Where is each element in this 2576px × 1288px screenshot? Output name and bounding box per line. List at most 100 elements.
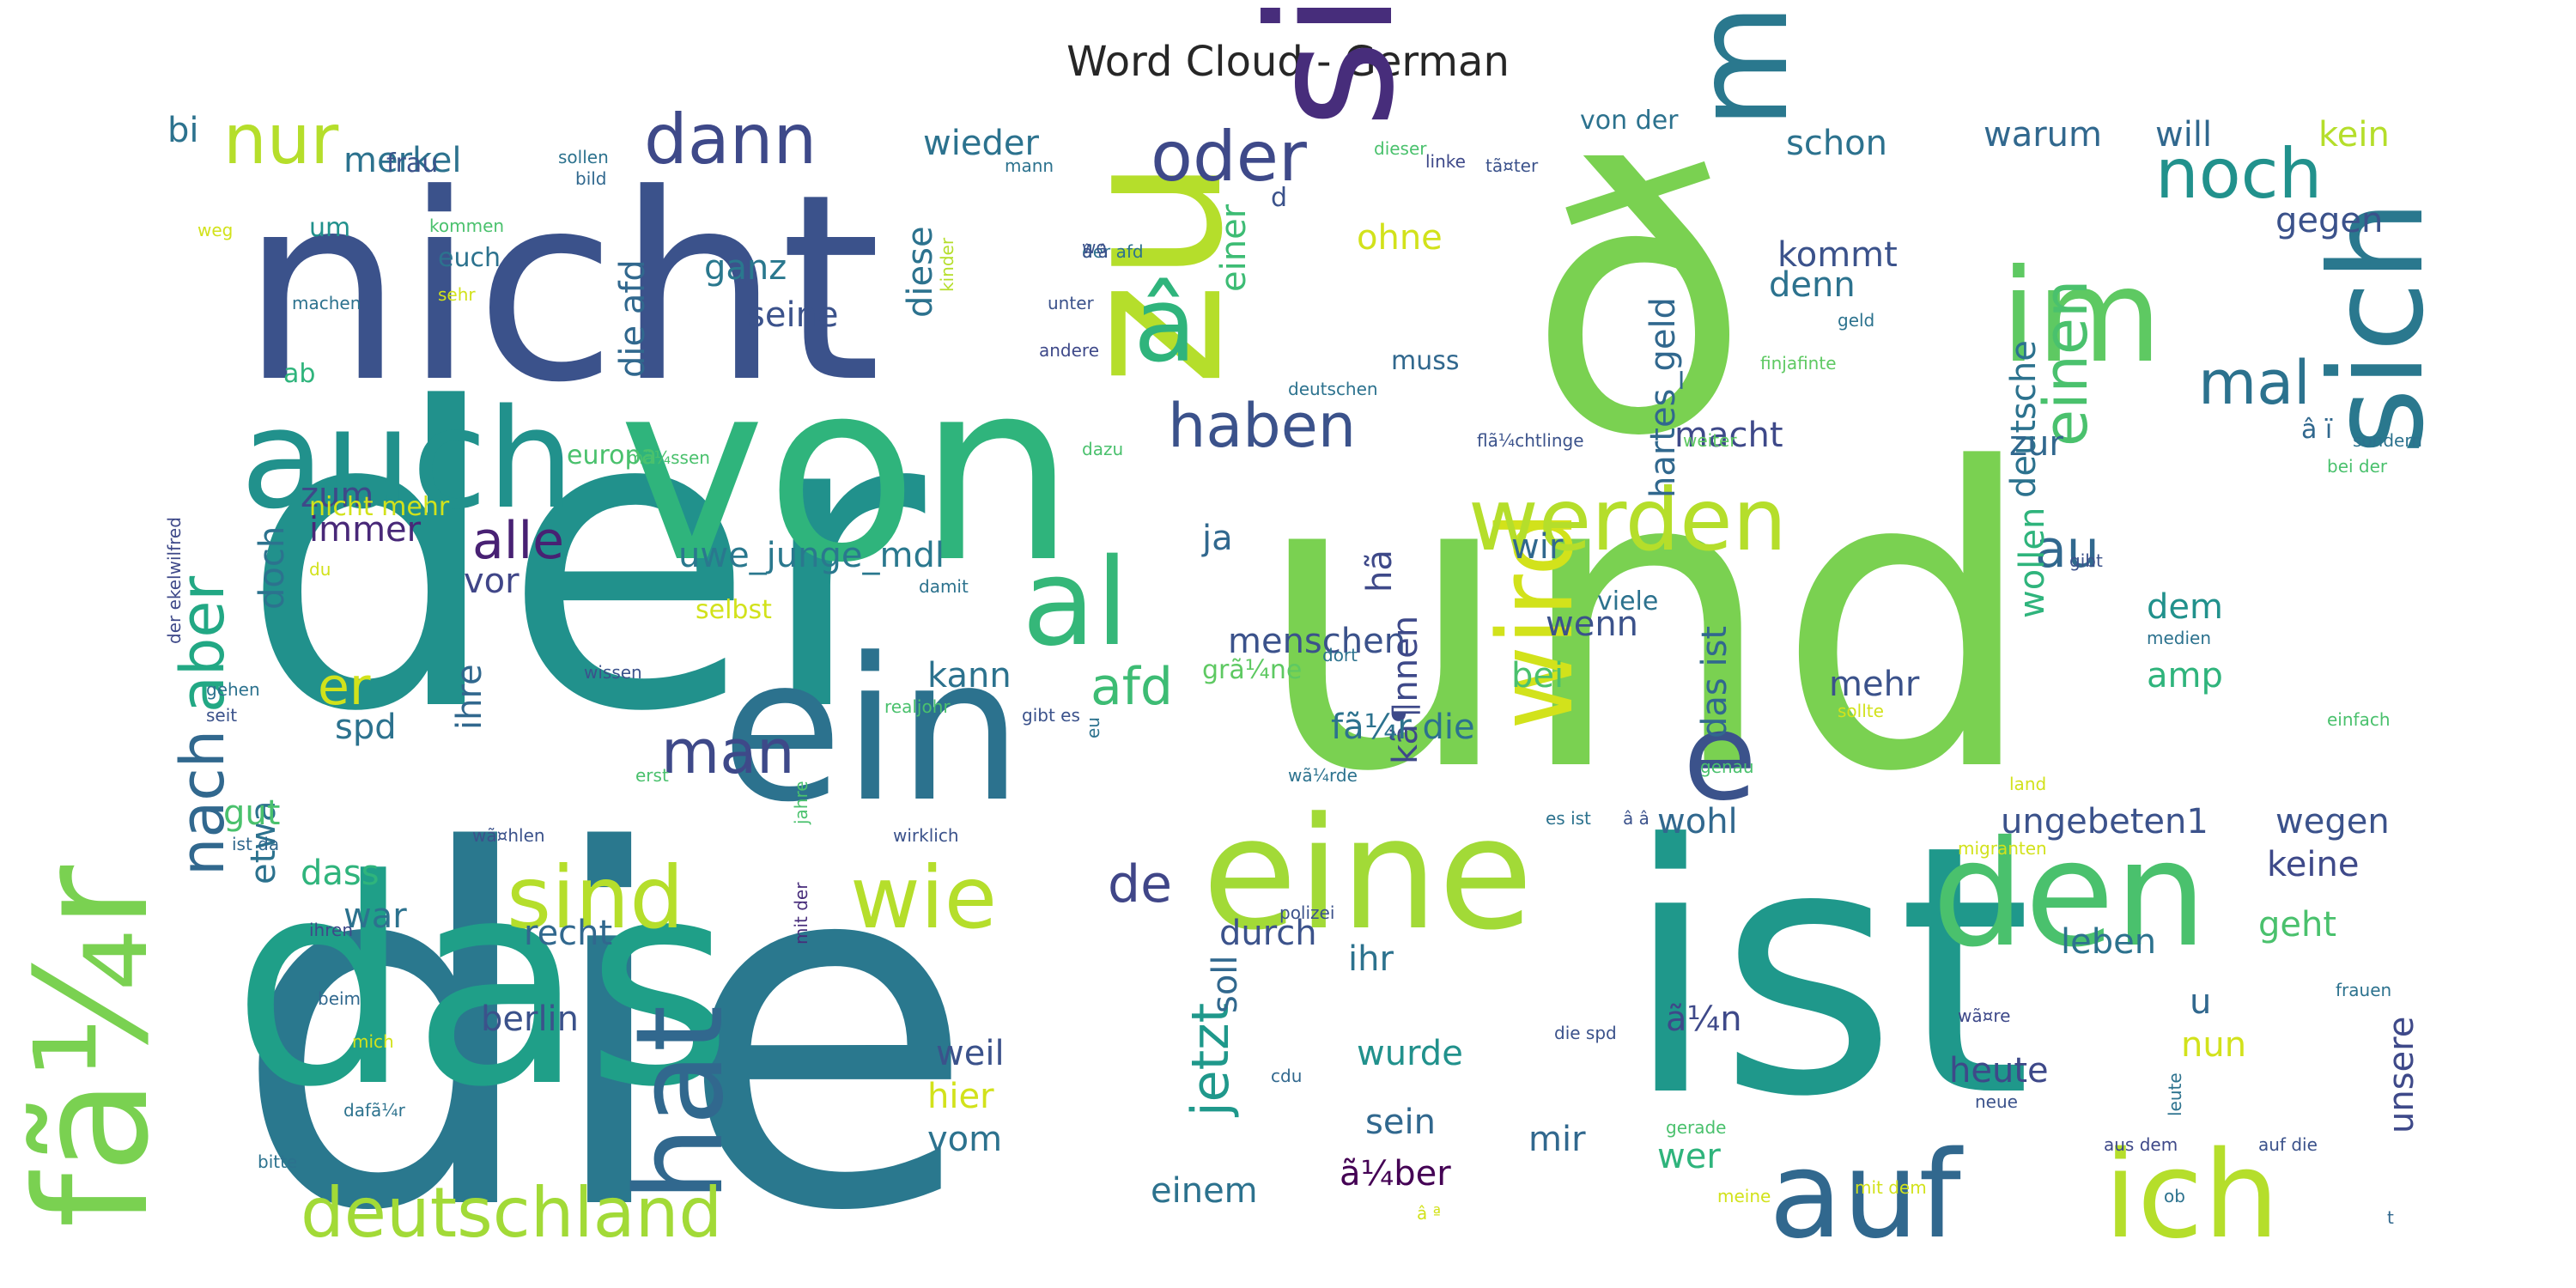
cloud-word: ab	[283, 359, 315, 389]
cloud-word: hat	[611, 1005, 750, 1202]
cloud-word: hier	[927, 1077, 994, 1116]
cloud-word: grã¼ne	[1202, 655, 1302, 685]
cloud-word: wã¤re	[1958, 1005, 2010, 1026]
cloud-word: einer	[1214, 204, 1254, 292]
cloud-word: mit	[1668, 0, 1817, 129]
cloud-word: mehr	[1829, 665, 1920, 704]
cloud-word: auf	[1769, 1126, 1964, 1266]
cloud-word: vom	[927, 1120, 1002, 1159]
cloud-word: â â	[1082, 241, 1109, 262]
cloud-word: seine	[747, 295, 839, 335]
cloud-word: wissen	[584, 662, 642, 683]
cloud-word: spd	[335, 708, 397, 747]
cloud-word: denn	[1769, 265, 1856, 305]
cloud-word: jetzt	[1181, 1003, 1241, 1118]
cloud-word: ist da	[232, 834, 279, 854]
cloud-word: nicht	[240, 139, 881, 439]
cloud-word: uwe_junge_mdl	[678, 536, 945, 575]
cloud-word: sie	[1232, 0, 1432, 129]
cloud-word: wegen	[2275, 802, 2390, 841]
cloud-word: andere	[1039, 340, 1099, 361]
cloud-word: jahre	[791, 781, 811, 825]
cloud-word: bei	[1511, 656, 1564, 696]
cloud-word: wo	[1082, 237, 1107, 258]
cloud-word: einfach	[2327, 709, 2391, 730]
cloud-word: polizei	[1279, 902, 1334, 923]
cloud-word: aus dem	[2104, 1134, 2178, 1155]
cloud-word: ð	[1528, 95, 1749, 515]
cloud-word: und	[1254, 382, 2038, 862]
cloud-word: der ekelwilfred	[164, 517, 185, 644]
cloud-word: viele	[1597, 586, 1658, 617]
cloud-word: afd	[1091, 657, 1173, 717]
cloud-word: sondern	[2353, 430, 2422, 451]
cloud-word: wie	[850, 848, 997, 948]
cloud-word: warum	[1984, 115, 2102, 155]
cloud-word: mal	[2198, 348, 2311, 418]
cloud-word: unsere	[2382, 1017, 2421, 1133]
cloud-word: macht	[1674, 416, 1783, 455]
cloud-word: wenn	[1546, 605, 1638, 644]
cloud-word: beim	[318, 988, 361, 1009]
cloud-word: ist	[1623, 773, 2032, 1172]
cloud-word: einem	[1151, 1171, 1258, 1211]
cloud-word: wird	[1477, 511, 1596, 730]
cloud-word: ein	[721, 617, 1023, 846]
cloud-word: au	[2035, 519, 2099, 580]
cloud-word: nach	[167, 730, 238, 876]
cloud-word: dann	[644, 100, 817, 179]
cloud-word: mã¼ssen	[627, 447, 710, 468]
cloud-word: wurde	[1357, 1034, 1463, 1073]
cloud-word: kein	[2318, 115, 2390, 155]
cloud-word: neue	[1975, 1091, 2018, 1112]
cloud-word: sehr	[438, 284, 476, 305]
cloud-word: kommen	[429, 216, 504, 236]
cloud-word: gibt	[2069, 550, 2103, 571]
cloud-word: der afd	[1082, 241, 1144, 262]
cloud-word: die afd	[613, 259, 653, 378]
cloud-word: finjafinte	[1760, 353, 1837, 374]
cloud-word: meine	[1717, 1186, 1771, 1206]
cloud-word: bitte	[258, 1151, 297, 1172]
cloud-word: dieser	[1374, 138, 1427, 159]
cloud-word: ich	[2104, 1126, 2280, 1266]
cloud-word: gehen	[206, 679, 260, 700]
cloud-word: soll	[1206, 955, 1245, 1013]
cloud-word: wir	[1511, 527, 1564, 567]
cloud-word: frau	[386, 149, 438, 179]
cloud-word: er	[318, 657, 371, 717]
cloud-word: kommt	[1777, 235, 1898, 275]
cloud-word: oder	[1151, 117, 1307, 197]
cloud-word: d	[1271, 183, 1287, 213]
cloud-word: geld	[1838, 310, 1874, 331]
cloud-word: gegen	[2275, 201, 2383, 240]
cloud-word: dort	[1322, 645, 1358, 665]
cloud-word: linke	[1425, 151, 1466, 172]
cloud-word: mit dem	[1855, 1177, 1927, 1198]
cloud-word: du	[309, 559, 331, 580]
cloud-word: machen	[292, 293, 361, 313]
cloud-word: der	[240, 322, 930, 802]
cloud-word: gut	[223, 793, 280, 833]
cloud-word: gibt es	[1022, 705, 1080, 726]
cloud-word: von der	[1580, 106, 1679, 136]
cloud-word: im	[2001, 242, 2162, 392]
cloud-word: von	[618, 328, 1076, 617]
cloud-word: amp	[2147, 656, 2223, 696]
cloud-word: geht	[2258, 905, 2336, 945]
cloud-word: bei der	[2327, 456, 2388, 477]
cloud-word: die spd	[1554, 1023, 1617, 1043]
cloud-word: haben	[1168, 391, 1356, 461]
cloud-word: es ist	[1546, 808, 1591, 829]
cloud-word: durch	[1219, 914, 1317, 953]
cloud-word: zur	[2009, 424, 2063, 464]
cloud-word: immer	[309, 510, 422, 550]
cloud-word: tã¤ter	[1485, 155, 1539, 176]
cloud-word: nun	[2181, 1025, 2246, 1065]
cloud-word: auch	[240, 379, 574, 539]
cloud-word: wieder	[923, 124, 1039, 163]
cloud-word: eine	[1202, 785, 1534, 964]
chart-title: Word Cloud - German	[1066, 38, 1510, 86]
cloud-word: ã¼n	[1666, 999, 1742, 1039]
cloud-word: zu	[1037, 158, 1267, 387]
